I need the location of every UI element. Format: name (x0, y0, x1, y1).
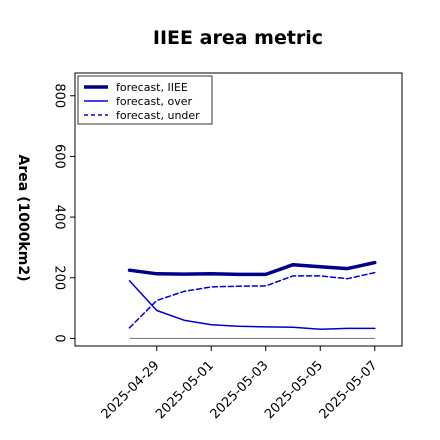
legend-label: forecast, over (116, 95, 192, 108)
chart-title: IIEE area metric (153, 27, 323, 49)
y-axis-label: Area (1000km2) (15, 155, 31, 282)
y-tick-label: 800 (52, 83, 67, 108)
y-tick-label: 600 (52, 144, 67, 169)
legend-label: forecast, under (116, 109, 200, 122)
plot-area: 02004006008002025-04-292025-05-012025-05… (52, 72, 403, 422)
series-line-over (128, 280, 376, 331)
plot-frame (74, 72, 403, 347)
x-tick-label: 2025-05-07 (317, 358, 381, 422)
legend-label: forecast, IIEE (116, 81, 188, 94)
legend-box (77, 75, 213, 125)
y-tick-label: 200 (52, 265, 67, 290)
y-tick-label: 0 (52, 334, 67, 342)
series-line-iiee (127, 260, 377, 277)
y-tick-label: 400 (52, 205, 67, 230)
series-line-under (128, 271, 376, 329)
